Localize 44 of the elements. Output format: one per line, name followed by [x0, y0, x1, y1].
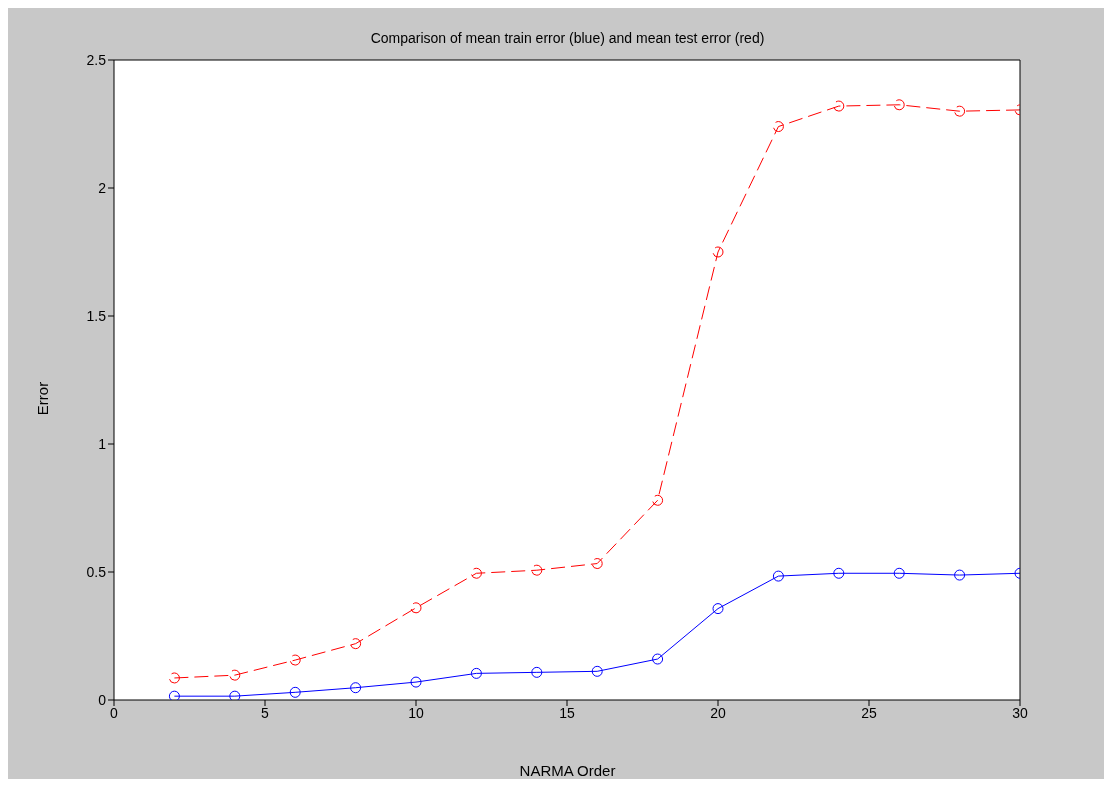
point [954, 105, 966, 117]
point [168, 672, 180, 684]
point [229, 669, 241, 681]
x-tick-label: 25 [861, 704, 877, 721]
y-axis-title: Error [33, 380, 51, 418]
point [410, 676, 422, 688]
point [168, 690, 180, 700]
y-tick-label: 1 [98, 435, 107, 452]
point [410, 602, 422, 614]
y-tick-label: 0.5 [86, 563, 107, 580]
x-tick-label: 20 [710, 704, 726, 721]
point [229, 690, 241, 700]
point [350, 638, 362, 650]
point [289, 654, 301, 666]
point [772, 121, 784, 133]
x-axis-title: NARMA Order [518, 762, 617, 779]
point [893, 567, 905, 579]
x-tick-label: 0 [110, 704, 119, 721]
point [531, 564, 543, 576]
x-tick-label: 15 [559, 704, 575, 721]
x-tick-label: 10 [408, 704, 424, 721]
point [350, 682, 362, 694]
point [712, 603, 724, 615]
x-tick-label: 30 [1012, 704, 1028, 721]
point [591, 558, 603, 570]
point [289, 686, 301, 698]
point [712, 246, 724, 258]
point [954, 569, 966, 581]
point [531, 666, 543, 678]
point [652, 494, 664, 506]
y-tick-label: 2.5 [86, 51, 107, 68]
point [470, 667, 482, 679]
y-tick-label: 2 [98, 179, 107, 196]
y-tick-label: 1.5 [86, 307, 107, 324]
point [772, 570, 784, 582]
y-tick-label: 0 [98, 691, 107, 708]
point [833, 100, 845, 112]
point [893, 99, 905, 111]
chart-title: Comparison of mean train error (blue) and mean test error (red) [369, 30, 766, 46]
point [833, 567, 845, 579]
x-tick-label: 5 [261, 704, 270, 721]
point [652, 653, 664, 665]
point [470, 567, 482, 579]
point [591, 665, 603, 677]
